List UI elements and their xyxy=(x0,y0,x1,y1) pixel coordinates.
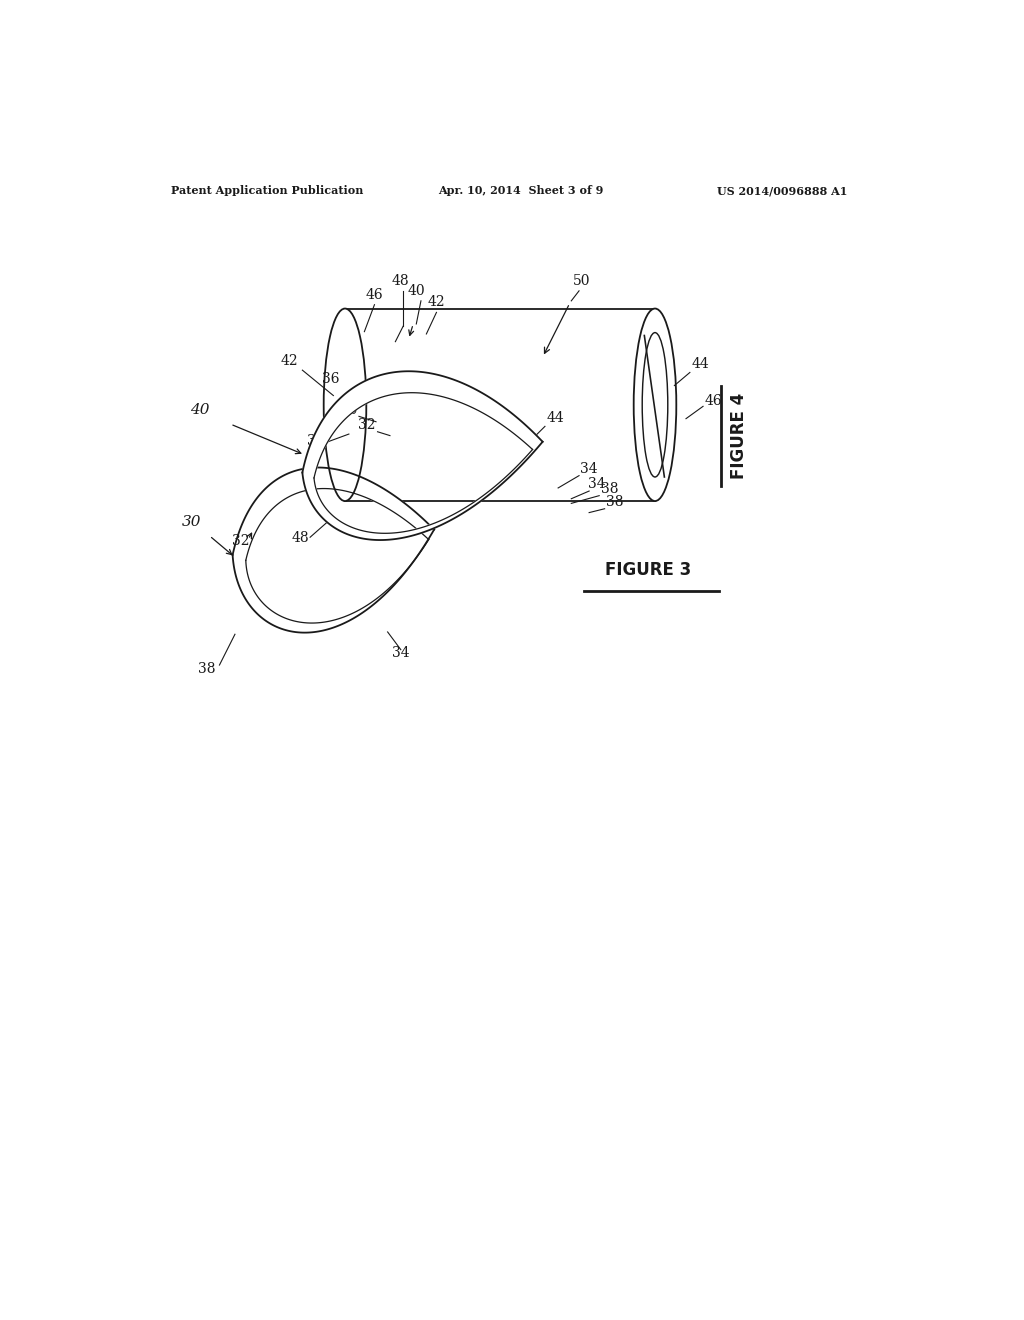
Text: 38: 38 xyxy=(601,482,618,496)
Text: 34: 34 xyxy=(588,477,605,491)
Text: 30: 30 xyxy=(340,403,357,417)
Bar xyxy=(345,309,655,502)
Text: 32: 32 xyxy=(358,418,376,433)
Text: FIGURE 3: FIGURE 3 xyxy=(604,561,691,579)
Text: 46: 46 xyxy=(705,393,722,408)
Text: 34: 34 xyxy=(581,462,598,475)
Text: 42: 42 xyxy=(428,296,445,309)
Text: 30: 30 xyxy=(182,516,202,529)
Polygon shape xyxy=(302,371,543,478)
Text: 48: 48 xyxy=(392,275,410,289)
Text: 36: 36 xyxy=(323,372,340,387)
Text: 44: 44 xyxy=(547,411,564,425)
Text: 42: 42 xyxy=(281,354,298,368)
Text: 48: 48 xyxy=(291,531,309,545)
Text: 32: 32 xyxy=(231,535,249,548)
Text: 46: 46 xyxy=(366,288,383,301)
Text: FIGURE 4: FIGURE 4 xyxy=(730,392,748,479)
Text: 36: 36 xyxy=(307,434,325,447)
Text: 44: 44 xyxy=(691,356,709,371)
Text: Patent Application Publication: Patent Application Publication xyxy=(171,185,362,197)
Polygon shape xyxy=(302,442,543,540)
Text: 34: 34 xyxy=(392,647,410,660)
Text: US 2014/0096888 A1: US 2014/0096888 A1 xyxy=(717,185,848,197)
Polygon shape xyxy=(232,529,434,632)
Text: 40: 40 xyxy=(189,403,209,417)
Text: 50: 50 xyxy=(572,275,590,289)
Polygon shape xyxy=(232,467,434,561)
Text: 38: 38 xyxy=(199,661,216,676)
Text: 40: 40 xyxy=(408,285,425,298)
Ellipse shape xyxy=(634,309,676,502)
Ellipse shape xyxy=(324,309,367,502)
Text: Apr. 10, 2014  Sheet 3 of 9: Apr. 10, 2014 Sheet 3 of 9 xyxy=(438,185,603,197)
Text: 38: 38 xyxy=(606,495,624,510)
